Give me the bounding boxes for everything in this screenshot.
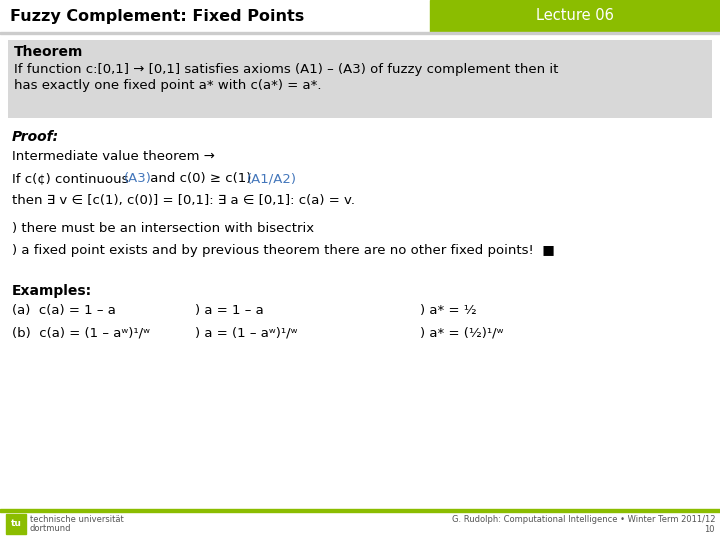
- Bar: [0, 0, 720, 32]
- Bar: [8, 40, 712, 118]
- Text: and c(0) ≥ c(1): and c(0) ≥ c(1): [146, 172, 260, 185]
- Text: ) a = 1 – a: ) a = 1 – a: [195, 304, 264, 317]
- Text: has exactly one fixed point a* with c(a*) = a*.: has exactly one fixed point a* with c(a*…: [14, 79, 322, 92]
- Bar: [6, 514, 26, 534]
- Text: 10: 10: [704, 525, 715, 534]
- Text: (a)  c(a) = 1 – a: (a) c(a) = 1 – a: [12, 304, 116, 317]
- Text: If function c:[0,1] → [0,1] satisfies axioms (A1) – (A3) of fuzzy complement the: If function c:[0,1] → [0,1] satisfies ax…: [14, 64, 559, 77]
- Bar: [430, 0, 720, 32]
- Text: dortmund: dortmund: [30, 524, 71, 533]
- Text: Intermediate value theorem →: Intermediate value theorem →: [12, 150, 215, 163]
- Text: Fuzzy Complement: Fixed Points: Fuzzy Complement: Fixed Points: [10, 9, 305, 24]
- Text: Lecture 06: Lecture 06: [536, 9, 614, 24]
- Text: Theorem: Theorem: [14, 45, 84, 59]
- Text: (A3): (A3): [124, 172, 152, 185]
- Bar: [0, 32, 720, 33]
- Text: Proof:: Proof:: [12, 130, 59, 144]
- Text: ) a* = (½)¹/ʷ: ) a* = (½)¹/ʷ: [420, 326, 503, 339]
- Text: (A1/A2): (A1/A2): [247, 172, 297, 185]
- Text: ) there must be an intersection with bisectrix: ) there must be an intersection with bis…: [12, 222, 314, 235]
- Bar: [0, 509, 720, 512]
- Text: ) a = (1 – aʷ)¹/ʷ: ) a = (1 – aʷ)¹/ʷ: [195, 326, 297, 339]
- Text: ) a* = ½: ) a* = ½: [420, 304, 477, 317]
- Text: G. Rudolph: Computational Intelligence • Winter Term 2011/12: G. Rudolph: Computational Intelligence •…: [451, 515, 715, 524]
- Text: then ∃ v ∈ [c(1), c(0)] = [0,1]: ∃ a ∈ [0,1]: c(a) = v.: then ∃ v ∈ [c(1), c(0)] = [0,1]: ∃ a ∈ […: [12, 194, 355, 207]
- Text: tu: tu: [11, 519, 22, 529]
- Text: technische universität: technische universität: [30, 515, 124, 524]
- Text: If c(¢) continuous: If c(¢) continuous: [12, 172, 137, 185]
- Text: ) a fixed point exists and by previous theorem there are no other fixed points! : ) a fixed point exists and by previous t…: [12, 244, 554, 257]
- Text: Examples:: Examples:: [12, 284, 92, 298]
- Text: (b)  c(a) = (1 – aʷ)¹/ʷ: (b) c(a) = (1 – aʷ)¹/ʷ: [12, 326, 150, 339]
